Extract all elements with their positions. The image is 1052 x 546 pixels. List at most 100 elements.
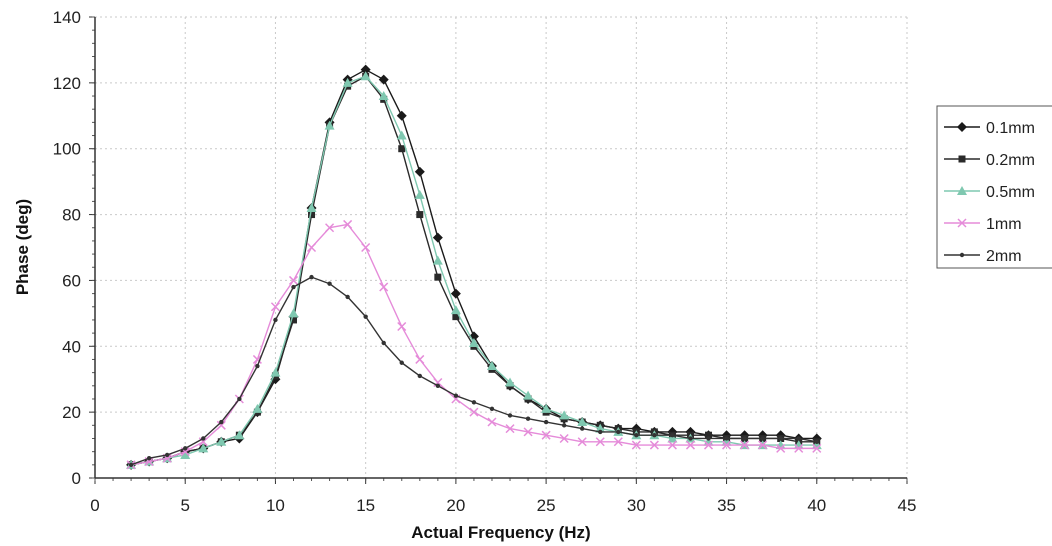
- data-point-1mm: [613, 437, 623, 447]
- data-point-1mm: [758, 440, 768, 450]
- data-point-1mm: [649, 440, 659, 450]
- y-tick-label: 20: [62, 403, 81, 422]
- data-point-2mm: [381, 340, 386, 346]
- data-point-2mm: [724, 436, 729, 441]
- marker-stroke: [758, 440, 768, 450]
- marker-stroke: [812, 443, 822, 453]
- marker-stroke: [577, 437, 587, 447]
- data-point-1mm: [288, 275, 299, 285]
- y-tick-label: 140: [53, 8, 81, 27]
- data-point-1mm: [270, 302, 280, 312]
- data-point-0-2mm: [308, 211, 316, 219]
- data-point-2mm: [814, 439, 819, 444]
- x-tick-label: 15: [356, 496, 375, 515]
- data-point-1mm: [469, 407, 479, 417]
- marker-stroke: [379, 282, 389, 292]
- data-point-1mm: [216, 420, 226, 430]
- marker-stroke: [325, 223, 335, 233]
- data-point-0-5mm: [252, 403, 263, 413]
- x-tick-label: 25: [537, 496, 556, 515]
- x-axis-title: Actual Frequency (Hz): [411, 523, 590, 542]
- data-point-0-5mm: [523, 390, 534, 400]
- data-point-1mm: [703, 440, 714, 450]
- data-point-1mm: [631, 440, 641, 450]
- data-point-1mm: [379, 282, 389, 292]
- data-point-2mm: [471, 400, 477, 405]
- data-point-0-5mm: [468, 337, 479, 347]
- data-point-1mm: [433, 377, 443, 388]
- marker-stroke: [469, 407, 479, 417]
- legend-label: 2mm: [986, 248, 1022, 265]
- data-point-2mm: [616, 429, 621, 435]
- marker-stroke: [487, 417, 497, 427]
- marker-stroke: [288, 275, 299, 285]
- data-point-0-1mm: [396, 110, 407, 121]
- gridlines: [95, 16, 908, 478]
- data-point-2mm: [489, 406, 495, 412]
- data-point-0-5mm: [595, 423, 606, 433]
- plot-area: [95, 17, 907, 478]
- data-point-1mm: [794, 443, 804, 453]
- marker-stroke: [162, 453, 172, 463]
- data-point-2mm: [291, 284, 296, 290]
- marker-stroke: [361, 242, 371, 253]
- data-point-2mm: [778, 436, 783, 441]
- data-point-1mm: [812, 443, 822, 453]
- data-point-1mm: [595, 437, 605, 447]
- data-point-1mm: [325, 223, 335, 233]
- marker-stroke: [252, 354, 262, 364]
- data-point-2mm: [561, 423, 567, 428]
- data-point-0-2mm: [398, 145, 406, 153]
- data-point-0-5mm: [324, 120, 335, 130]
- y-tick-labels: 0 20 40 60 80 100 120 140: [53, 8, 81, 488]
- marker-stroke: [740, 440, 750, 450]
- data-point-2mm: [164, 452, 170, 458]
- legend-swatch-marker: [958, 155, 966, 163]
- data-point-0-1mm: [414, 166, 425, 177]
- marker-stroke: [433, 377, 443, 388]
- data-point-0-5mm: [234, 430, 245, 440]
- x-tick-label: 5: [180, 496, 189, 515]
- data-point-1mm: [487, 417, 497, 427]
- data-point-1mm: [685, 440, 695, 450]
- data-point-2mm: [688, 436, 693, 441]
- legend-swatch-marker: [959, 252, 965, 258]
- y-tick-label: 80: [62, 206, 81, 225]
- data-point-0-5mm: [541, 403, 552, 413]
- legend-label: 1mm: [986, 216, 1022, 233]
- x-tick-label: 30: [627, 496, 646, 515]
- data-point-1mm: [343, 219, 353, 229]
- x-tick-label: 45: [898, 496, 917, 515]
- data-point-2mm: [580, 426, 585, 431]
- marker-stroke: [307, 242, 317, 253]
- data-point-1mm: [307, 242, 317, 253]
- data-point-2mm: [146, 456, 152, 461]
- data-point-1mm: [559, 433, 569, 444]
- data-point-1mm: [740, 440, 750, 450]
- data-point-1mm: [415, 354, 425, 364]
- marker-stroke: [595, 437, 605, 447]
- data-point-0-5mm: [396, 130, 407, 140]
- data-point-1mm: [361, 242, 371, 253]
- marker-stroke: [523, 427, 533, 437]
- data-point-2mm: [543, 419, 549, 425]
- data-point-1mm: [252, 354, 262, 364]
- data-point-1mm: [577, 437, 587, 447]
- x-tick-label: 10: [266, 496, 285, 515]
- data-point-0-5mm: [360, 71, 371, 81]
- marker-stroke: [667, 440, 677, 450]
- y-tick-label: 60: [62, 271, 81, 290]
- data-point-2mm: [706, 436, 711, 441]
- data-point-2mm: [634, 432, 639, 438]
- data-point-2mm: [273, 317, 278, 323]
- data-point-2mm: [399, 360, 404, 365]
- data-point-0-5mm: [180, 449, 191, 459]
- data-point-0-5mm: [486, 361, 497, 371]
- legend-label: 0.2mm: [986, 152, 1035, 169]
- legend-item-0-5mm: 0.5mm: [944, 184, 1035, 201]
- marker-stroke: [198, 437, 208, 447]
- data-point-2mm: [435, 383, 441, 388]
- axes: [89, 16, 908, 484]
- marker-stroke: [559, 433, 569, 444]
- data-point-0-1mm: [378, 74, 389, 85]
